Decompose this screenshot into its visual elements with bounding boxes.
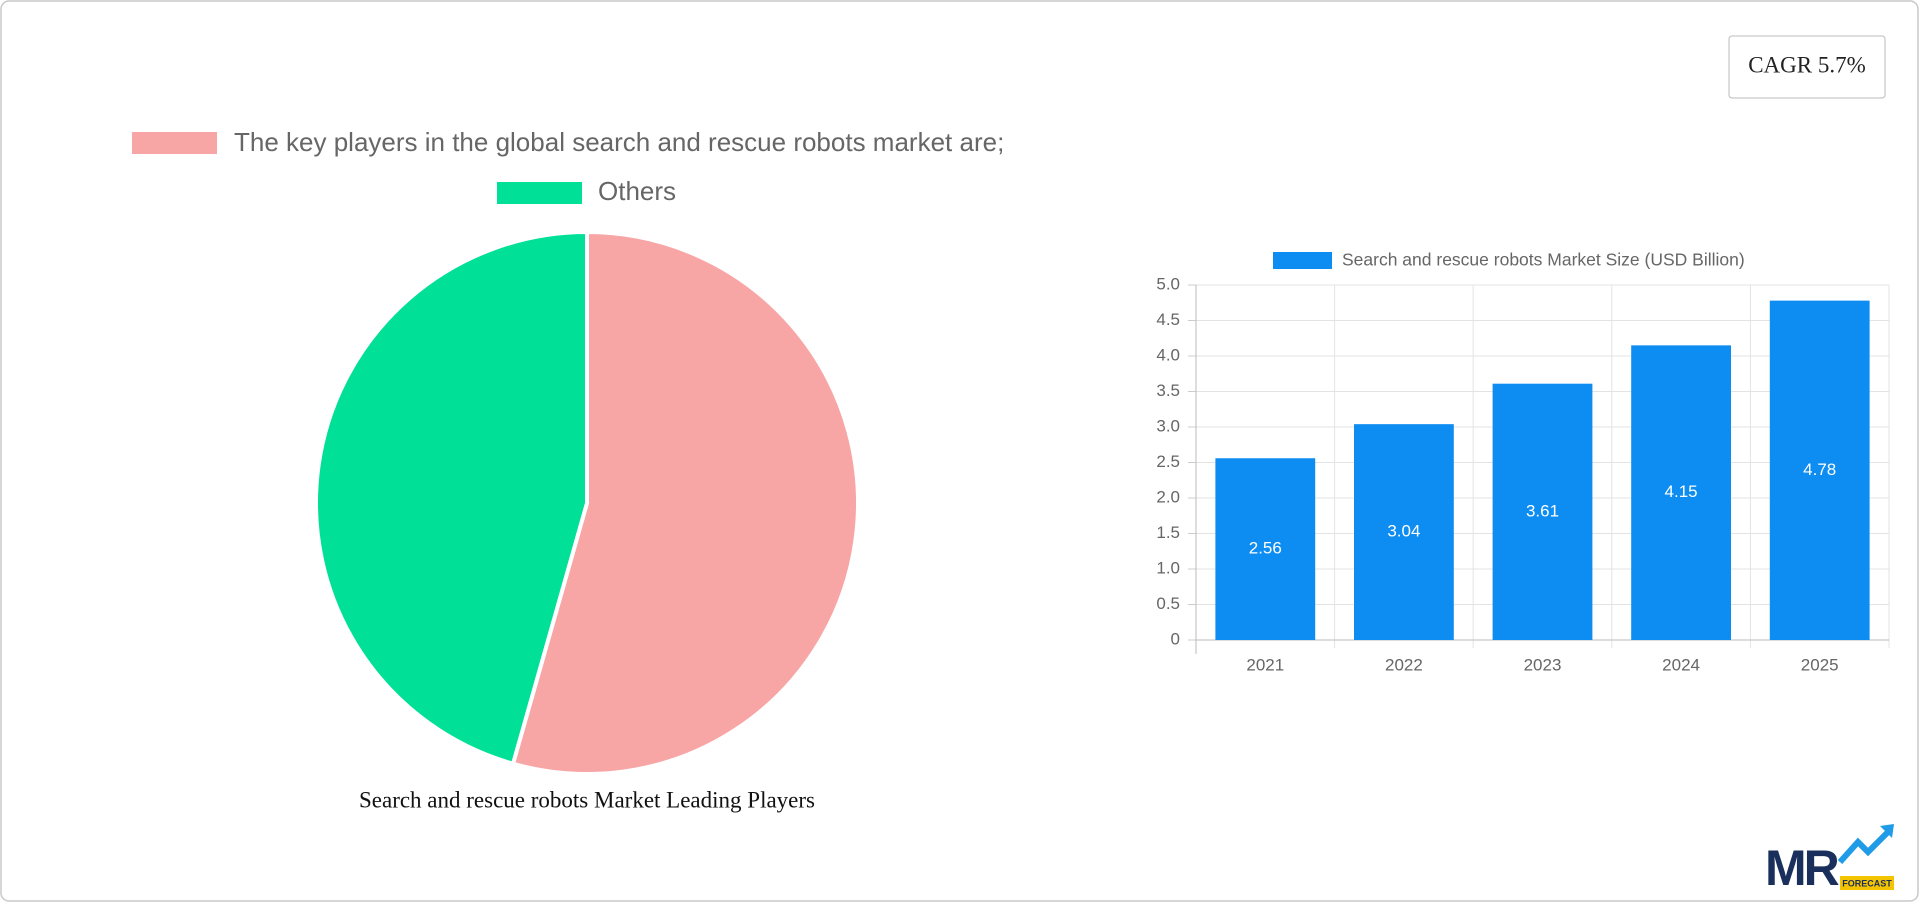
y-tick-label: 4.0 (1156, 345, 1180, 364)
y-tick-label: 4.5 (1156, 310, 1180, 329)
y-tick-label: 3.0 (1156, 416, 1180, 435)
y-tick-label: 0 (1171, 629, 1180, 648)
bar (1769, 300, 1870, 640)
logo-mark: MR (1765, 840, 1840, 896)
bar (1492, 383, 1593, 640)
legend-label: Others (598, 176, 676, 206)
x-tick-label: 2022 (1385, 655, 1423, 674)
y-tick-label: 2.5 (1156, 452, 1180, 471)
legend-swatch (1273, 252, 1332, 269)
logo: MR FORECAST (1765, 824, 1894, 896)
bar-value-label: 3.04 (1387, 522, 1420, 541)
x-tick-label: 2025 (1801, 655, 1839, 674)
cagr-text: CAGR 5.7% (1748, 52, 1866, 77)
x-tick-label: 2021 (1246, 655, 1284, 674)
bar-value-label: 4.15 (1665, 482, 1698, 501)
y-tick-label: 3.5 (1156, 381, 1180, 400)
y-tick-label: 1.0 (1156, 558, 1180, 577)
y-tick-label: 1.5 (1156, 523, 1180, 542)
bar-value-label: 4.78 (1803, 460, 1836, 479)
bar-value-label: 3.61 (1526, 501, 1559, 520)
cagr-box (1728, 35, 1886, 99)
bar-value-label: 2.56 (1249, 539, 1282, 558)
bar (1215, 458, 1316, 640)
logo-arrowhead (1880, 824, 1894, 838)
y-tick-label: 5.0 (1156, 274, 1180, 293)
x-tick-label: 2024 (1662, 655, 1700, 674)
y-tick-label: 2.0 (1156, 487, 1180, 506)
legend-swatch (497, 182, 582, 204)
logo-arrow (1837, 827, 1893, 865)
legend-swatch (132, 132, 217, 154)
legend-label: Search and rescue robots Market Size (US… (1342, 250, 1745, 270)
logo-tag-bg (1840, 876, 1894, 890)
logo-tagline: FORECAST (1842, 878, 1892, 888)
bar (1354, 424, 1454, 640)
pie-slice (314, 229, 589, 767)
legend-label: The key players in the global search and… (234, 127, 1004, 157)
x-tick-label: 2023 (1524, 655, 1562, 674)
pie-slice (510, 229, 860, 776)
y-tick-label: 0.5 (1156, 594, 1180, 613)
bar (1631, 345, 1731, 640)
pie-title: Search and rescue robots Market Leading … (359, 787, 815, 812)
